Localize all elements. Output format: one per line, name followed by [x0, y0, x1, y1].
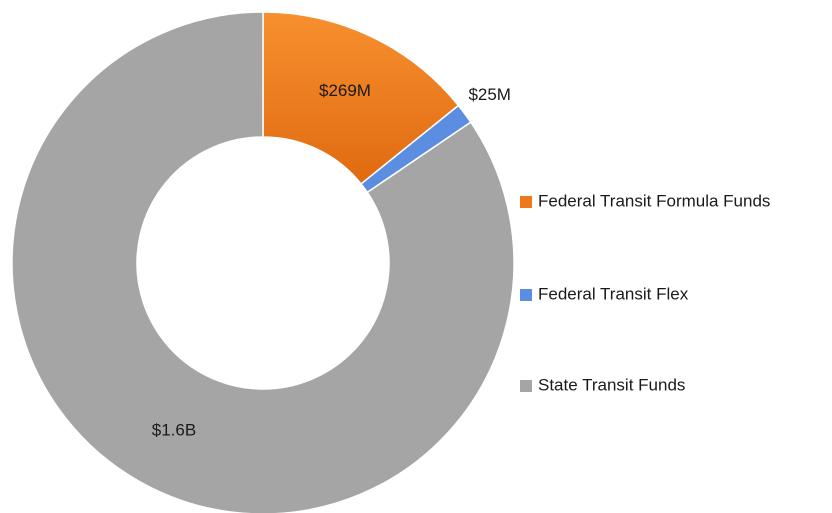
legend-swatch [520, 380, 532, 392]
legend-label: State Transit Funds [538, 375, 685, 394]
legend-swatch [520, 289, 532, 301]
data-label: $269M [319, 81, 371, 100]
legend-label: Federal Transit Flex [538, 284, 689, 303]
legend-label: Federal Transit Formula Funds [538, 191, 770, 210]
donut-slice [11, 11, 515, 513]
data-label: $1.6B [152, 420, 196, 439]
data-label: $25M [468, 85, 511, 104]
legend-swatch [520, 196, 532, 208]
